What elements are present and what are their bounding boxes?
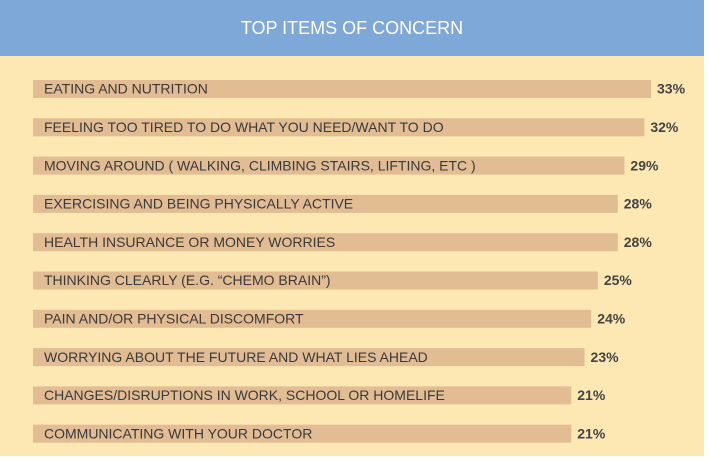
category-label: FEELING TOO TIRED TO DO WHAT YOU NEED/WA… [44, 119, 444, 135]
value-label: 24% [597, 311, 626, 327]
bar [33, 348, 585, 367]
value-label: 21% [577, 387, 606, 403]
value-label: 21% [577, 425, 606, 441]
bar [33, 309, 592, 328]
category-label: EATING AND NUTRITION [44, 81, 208, 97]
value-label: 28% [624, 196, 653, 212]
bar [33, 386, 572, 405]
category-label: WORRYING ABOUT THE FUTURE AND WHAT LIES … [44, 349, 428, 365]
bar [33, 80, 651, 98]
bar [33, 194, 618, 213]
value-label: 23% [591, 349, 620, 365]
category-label: MOVING AROUND ( WALKING, CLIMBING STAIRS… [44, 157, 476, 173]
category-label: HEALTH INSURANCE OR MONEY WORRIES [44, 234, 335, 250]
bar [33, 271, 598, 290]
bar [33, 424, 572, 443]
category-label: THINKING CLEARLY (E.G. “CHEMO BRAIN”) [44, 272, 331, 288]
bar [33, 118, 645, 137]
chart-title: TOP ITEMS OF CONCERN [241, 18, 463, 38]
category-label: CHANGES/DISRUPTIONS IN WORK, SCHOOL OR H… [44, 387, 445, 403]
bar [33, 156, 625, 175]
category-label: PAIN AND/OR PHYSICAL DISCOMFORT [44, 311, 304, 327]
value-label: 28% [624, 234, 653, 250]
value-label: 29% [630, 157, 659, 173]
value-label: 33% [657, 81, 686, 97]
value-label: 32% [650, 119, 679, 135]
bar [33, 233, 618, 252]
category-label: COMMUNICATING WITH YOUR DOCTOR [44, 425, 312, 441]
category-label: EXERCISING AND BEING PHYSICALLY ACTIVE [44, 196, 353, 212]
header [0, 0, 704, 56]
value-label: 25% [604, 272, 633, 288]
